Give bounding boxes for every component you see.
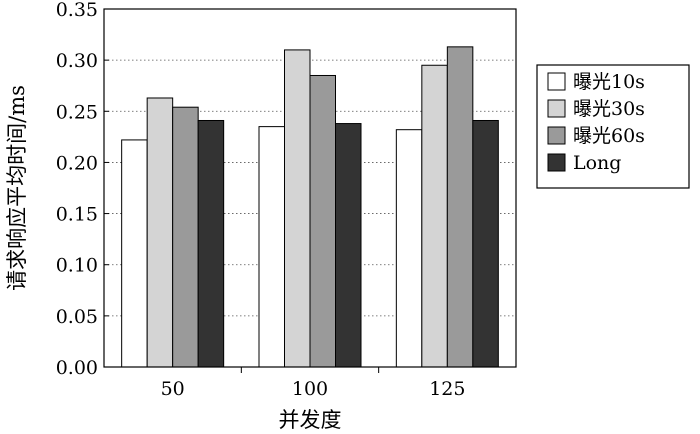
legend-label: 曝光60s: [573, 125, 645, 147]
bar-100-2: [309, 74, 336, 368]
y-tick-label: 0.10: [56, 255, 98, 277]
x-axis-title: 并发度: [279, 408, 342, 432]
y-axis-ticks: 0.00 0.05 0.10 0.15 0.20 0.25 0.30 0.35: [56, 0, 109, 379]
bar-100-0: [258, 126, 285, 368]
bar-125-1: [421, 64, 448, 368]
legend-swatch: [547, 72, 566, 91]
y-tick-label: 0.15: [56, 204, 98, 226]
legend-swatch: [547, 126, 566, 145]
x-axis-ticks: 50 100 125: [161, 367, 465, 400]
legend-swatch: [547, 99, 566, 118]
legend-label: 曝光30s: [573, 98, 645, 120]
y-tick-label: 0.00: [56, 357, 98, 379]
y-tick-label: 0.35: [56, 0, 98, 21]
bar-50-2: [172, 106, 199, 368]
bar-125-2: [446, 46, 474, 368]
bar-125-0: [395, 129, 423, 368]
legend-label: 曝光10s: [573, 71, 645, 93]
y-tick-label: 0.05: [56, 306, 98, 328]
legend: 曝光10s 曝光30s 曝光60s Long: [536, 64, 690, 189]
bar-100-3: [335, 123, 362, 368]
y-tick-label: 0.25: [56, 101, 98, 123]
bars: [121, 46, 499, 368]
bar-100-1: [284, 49, 311, 368]
x-tick-label: 125: [429, 378, 465, 400]
x-tick-label: 50: [161, 378, 185, 400]
bar-50-3: [197, 119, 225, 368]
bar-125-3: [472, 119, 499, 368]
x-tick-label: 100: [292, 378, 328, 400]
bar-50-1: [146, 97, 174, 368]
y-tick-label: 0.20: [56, 152, 98, 174]
legend-label: Long: [573, 152, 621, 174]
y-tick-label: 0.30: [56, 50, 98, 72]
bar-50-0: [121, 139, 148, 368]
plot-frame: [103, 8, 517, 368]
y-axis-title: 请求响应平均时间/ms: [5, 85, 29, 291]
legend-swatch: [547, 153, 566, 172]
